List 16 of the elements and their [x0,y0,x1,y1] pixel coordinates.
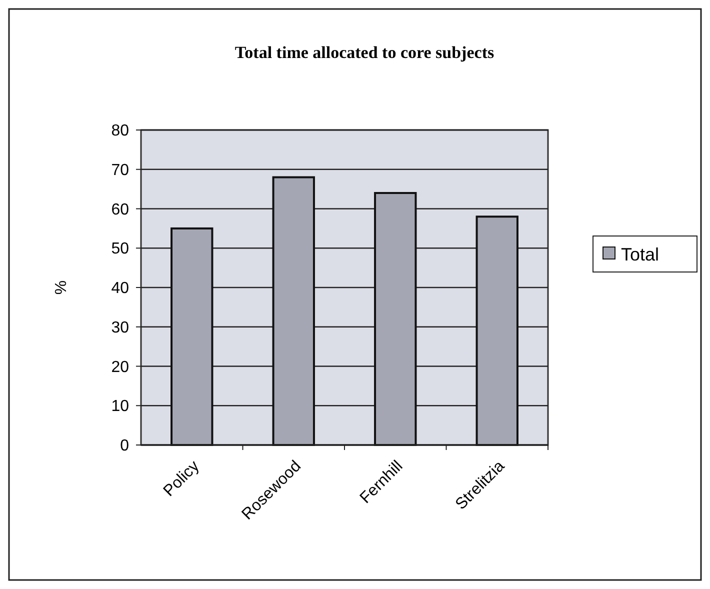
y-tick-label: 40 [111,280,130,298]
y-tick-label: 30 [111,319,130,336]
bar [272,176,315,446]
chart-title: Total time allocated to core subjects [234,43,494,62]
bar [476,216,518,446]
y-tick-label: 10 [111,398,130,416]
legend-label: Total [621,244,660,264]
bar [374,192,417,446]
y-tick-label: 80 [111,122,130,140]
y-tick-label: 70 [111,162,130,179]
bar [170,227,214,446]
y-axis-title: % [53,280,70,295]
y-tick-label: 50 [111,240,130,258]
y-tick-label: 60 [111,201,130,218]
y-tick-label: 20 [111,358,130,376]
y-tick-label: 0 [120,438,130,455]
